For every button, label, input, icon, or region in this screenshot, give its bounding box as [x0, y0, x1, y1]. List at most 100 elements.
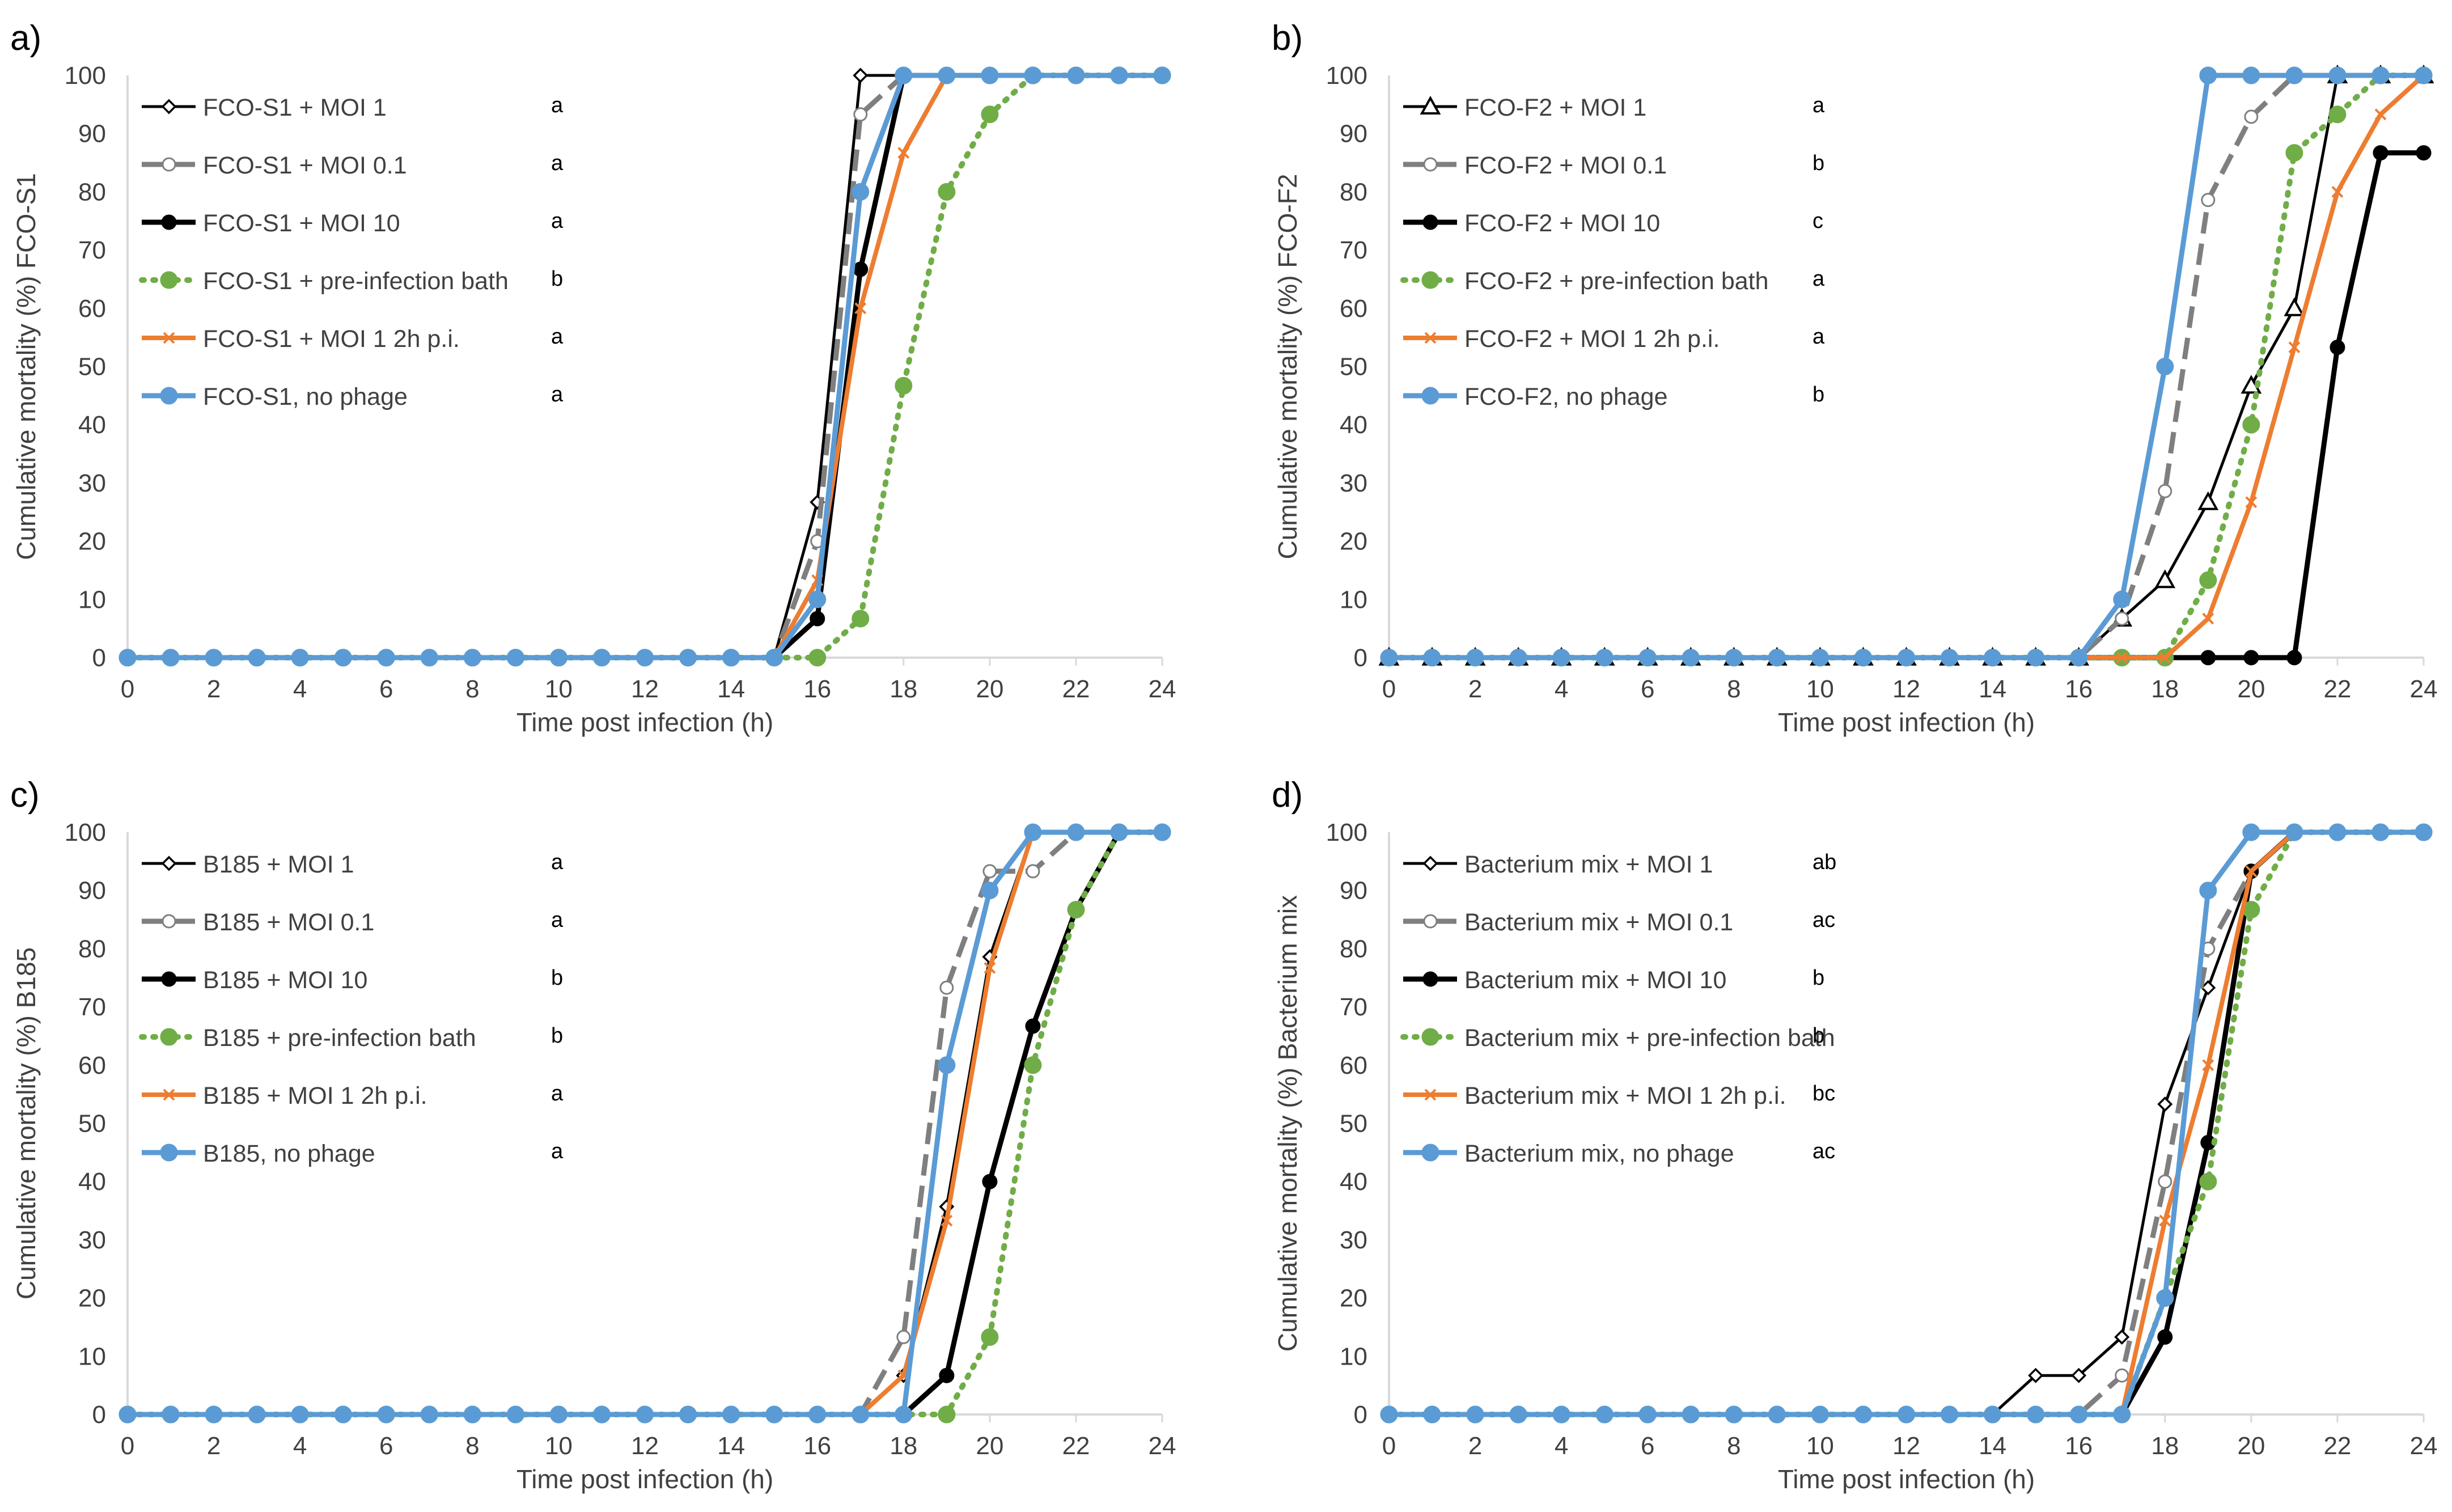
data-point	[2157, 1329, 2173, 1345]
data-point	[852, 183, 870, 201]
data-point	[334, 649, 352, 667]
data-point	[2371, 823, 2390, 841]
data-point	[248, 649, 266, 667]
x-tick-label: 16	[2065, 675, 2093, 703]
x-tick-label: 20	[976, 675, 1003, 703]
data-point	[2374, 108, 2387, 121]
data-point	[2243, 650, 2259, 666]
y-tick-label: 80	[78, 178, 106, 206]
data-point	[2199, 571, 2217, 589]
y-tick-label: 50	[78, 1110, 106, 1138]
data-point	[2159, 1214, 2171, 1227]
x-tick-label: 4	[293, 675, 307, 703]
data-point	[2156, 358, 2174, 375]
data-point	[939, 1367, 955, 1383]
legend-entry: B185 + MOI 0.1 a	[142, 908, 564, 936]
data-point	[118, 1405, 137, 1424]
data-point	[2115, 611, 2129, 626]
data-point	[2070, 649, 2088, 667]
y-axis-title: Cumulative mortality (%) Bacterium mix	[1273, 895, 1302, 1352]
significance-letter: b	[551, 1024, 563, 1048]
legend-marker	[1424, 1089, 1437, 1101]
y-tick-label: 100	[65, 62, 106, 90]
data-point	[1024, 1056, 1042, 1074]
y-tick-label: 90	[78, 877, 106, 905]
data-point	[808, 1405, 827, 1424]
x-tick-label: 12	[631, 1432, 659, 1460]
data-point	[1024, 66, 1042, 84]
x-tick-label: 22	[2323, 1432, 2351, 1460]
x-tick-label: 14	[717, 1432, 745, 1460]
data-point	[2116, 651, 2128, 664]
legend-label: FCO-S1 + MOI 1	[203, 94, 387, 121]
data-point	[2158, 484, 2173, 498]
legend-label: FCO-F2, no phage	[1464, 383, 1668, 410]
legend-marker	[1423, 157, 1438, 172]
legend-marker	[1420, 95, 1441, 115]
x-tick-label: 10	[1806, 1432, 1834, 1460]
y-tick-label: 30	[1340, 1226, 1367, 1254]
data-point	[853, 261, 869, 277]
data-point	[2285, 66, 2303, 84]
legend-entry: B185 + pre-infection bath b	[139, 1024, 563, 1052]
data-point	[2331, 185, 2344, 198]
data-point	[938, 66, 956, 84]
series-nophage	[1380, 823, 2433, 1424]
data-point	[162, 1405, 180, 1424]
x-tick-label: 6	[1641, 675, 1654, 703]
data-point	[2244, 109, 2259, 124]
data-point	[2202, 612, 2214, 625]
data-point	[981, 66, 999, 84]
x-tick-label: 2	[1468, 675, 1482, 703]
legend-marker	[1423, 914, 1438, 929]
data-point	[2286, 650, 2302, 666]
legend-label: FCO-F2 + MOI 0.1	[1464, 152, 1667, 179]
data-point	[2113, 590, 2131, 608]
series-nophage	[118, 823, 1171, 1424]
y-tick-label: 80	[1340, 178, 1367, 206]
legend-marker	[160, 1028, 178, 1046]
x-tick-label: 14	[1979, 1432, 2006, 1460]
data-point	[1854, 1405, 1872, 1424]
significance-letter: bc	[1812, 1082, 1835, 1106]
data-point	[2027, 1405, 2045, 1424]
data-point	[2199, 882, 2217, 900]
data-point	[2288, 341, 2301, 354]
legend-marker	[1421, 1143, 1439, 1162]
y-tick-label: 50	[1340, 353, 1367, 381]
data-point	[938, 1056, 956, 1074]
data-point	[1552, 1405, 1570, 1424]
data-point	[2154, 569, 2176, 588]
data-point	[941, 1214, 953, 1227]
data-point	[1638, 649, 1657, 667]
data-point	[636, 1405, 654, 1424]
legend-marker	[163, 332, 175, 344]
significance-letter: b	[1812, 383, 1824, 406]
x-tick-label: 4	[1555, 1432, 1568, 1460]
x-tick-label: 6	[379, 675, 393, 703]
significance-letter: a	[551, 94, 564, 117]
legend-marker	[160, 271, 178, 289]
legend-label: B185 + MOI 10	[203, 967, 367, 994]
legend-label: B185, no phage	[203, 1140, 375, 1167]
x-tick-label: 8	[465, 1432, 479, 1460]
data-point	[2415, 66, 2433, 84]
data-point	[248, 1405, 266, 1424]
legend-marker	[1421, 1028, 1439, 1046]
data-point	[1984, 649, 2002, 667]
legend-label: FCO-F2 + pre-infection bath	[1464, 268, 1769, 295]
data-point	[1768, 649, 1786, 667]
data-point	[506, 1405, 524, 1424]
y-tick-label: 80	[1340, 935, 1367, 963]
data-point	[2113, 1405, 2131, 1424]
y-tick-label: 30	[78, 469, 106, 497]
data-point	[1682, 649, 1700, 667]
data-point	[1025, 1018, 1041, 1034]
y-tick-label: 100	[1326, 62, 1367, 90]
x-tick-label: 12	[1892, 1432, 1920, 1460]
data-point	[2114, 1329, 2130, 1345]
data-point	[1811, 649, 1829, 667]
